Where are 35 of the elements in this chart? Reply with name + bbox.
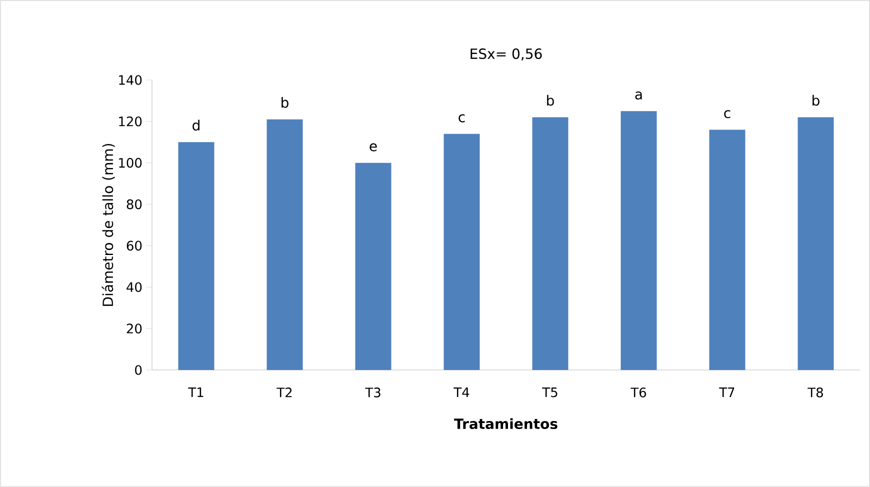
data-label: d (192, 120, 200, 131)
y-axis-title: Diámetro de tallo (mm) (102, 144, 115, 306)
bar (444, 134, 480, 370)
x-tick-label: T6 (630, 388, 646, 398)
x-tick-label: T7 (719, 388, 734, 397)
y-tick-label: 140 (119, 75, 142, 85)
y-tick-label: 60 (126, 240, 142, 251)
y-tick-label: 100 (119, 158, 142, 168)
data-label: c (458, 114, 465, 122)
bar (266, 119, 303, 370)
bar (355, 162, 392, 370)
data-label: c (724, 110, 730, 118)
bar (178, 142, 214, 370)
data-label: b (812, 94, 820, 106)
bar (709, 130, 746, 370)
chart-title: ESx= 0,56 (470, 48, 542, 60)
x-tick-label: T2 (276, 388, 292, 398)
y-tick-label: 80 (126, 199, 142, 210)
x-tick-label: T8 (808, 388, 823, 398)
x-tick-label: T5 (542, 388, 558, 398)
bar (798, 117, 834, 370)
data-label: b (282, 96, 288, 108)
x-tick-label: T1 (188, 388, 204, 397)
y-tick-label: 20 (126, 324, 142, 334)
x-tick-label: T3 (365, 388, 380, 398)
bar (620, 111, 657, 370)
data-label: a (635, 91, 642, 100)
data-label: b (547, 94, 554, 106)
x-tick-label: T4 (454, 388, 470, 397)
y-tick-label: 40 (126, 282, 142, 292)
data-label: e (370, 143, 377, 152)
bar (532, 117, 568, 370)
y-tick-label: 0 (135, 365, 142, 375)
y-tick-label: 120 (119, 116, 142, 126)
x-axis-title: Tratamientos (454, 418, 558, 430)
